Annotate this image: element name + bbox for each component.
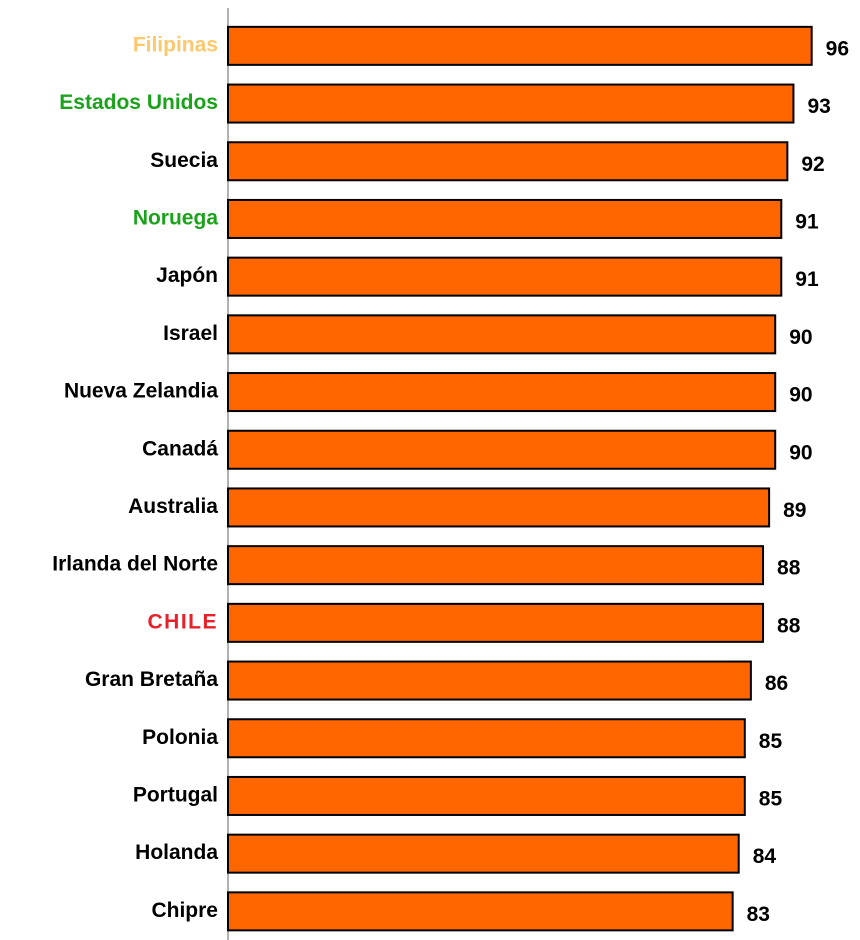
bar — [227, 891, 734, 932]
value-label: 91 — [795, 210, 819, 233]
category-label: CHILE — [148, 610, 219, 633]
value-label: 85 — [759, 787, 783, 810]
category-label: Holanda — [135, 841, 218, 864]
value-label: 88 — [777, 614, 801, 637]
bar — [227, 141, 789, 182]
bar — [227, 256, 783, 297]
bar — [227, 372, 777, 413]
value-label: 88 — [777, 557, 801, 580]
category-label: Irlanda del Norte — [52, 553, 218, 576]
value-label: 91 — [795, 268, 819, 291]
bar — [227, 602, 765, 643]
value-label: 90 — [789, 441, 812, 464]
bar — [227, 545, 765, 586]
bar — [227, 25, 813, 66]
category-label: Nueva Zelandia — [64, 380, 218, 403]
category-label: Portugal — [133, 783, 218, 806]
value-label: 89 — [783, 499, 806, 522]
bar — [227, 83, 795, 124]
category-label: Canadá — [142, 437, 218, 460]
category-label: Noruega — [133, 206, 219, 229]
value-label: 90 — [789, 326, 812, 349]
bar — [227, 718, 746, 759]
category-label: Chipre — [151, 899, 218, 922]
value-label: 86 — [765, 672, 788, 695]
value-label: 85 — [759, 730, 783, 753]
bar — [227, 314, 777, 355]
value-label: 83 — [747, 903, 770, 926]
category-label: Suecia — [150, 149, 218, 172]
value-label: 90 — [789, 384, 812, 407]
bar — [227, 198, 783, 239]
bar — [227, 833, 740, 874]
category-label: Estados Unidos — [59, 91, 218, 114]
category-label: Australia — [128, 495, 218, 518]
value-label: 93 — [807, 95, 830, 118]
bar — [227, 775, 746, 816]
category-label: Gran Bretaña — [85, 668, 218, 691]
value-label: 84 — [753, 845, 777, 868]
category-label: Filipinas — [133, 33, 218, 56]
value-label: 96 — [826, 37, 849, 60]
bar — [227, 487, 771, 528]
bar — [227, 429, 777, 470]
bar — [227, 660, 752, 701]
category-label: Israel — [163, 322, 218, 345]
category-label: Japón — [156, 264, 218, 287]
category-label: Polonia — [142, 726, 218, 749]
value-label: 92 — [801, 153, 824, 176]
